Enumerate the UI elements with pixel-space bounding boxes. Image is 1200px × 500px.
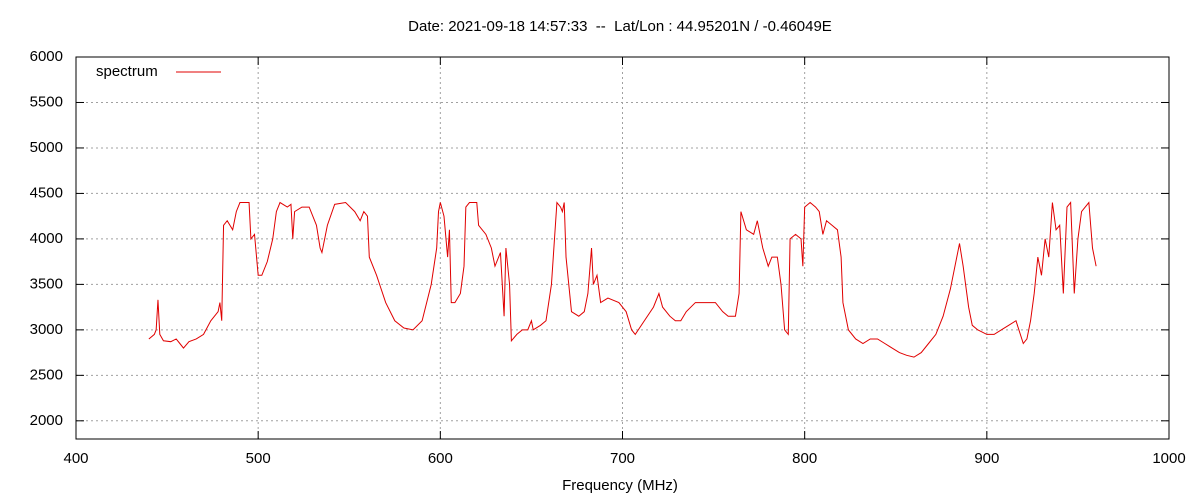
x-tick-label: 600 — [428, 450, 453, 467]
y-tick-label: 4500 — [30, 184, 63, 201]
y-tick-label: 4000 — [30, 230, 63, 247]
x-axis-label: Frequency (MHz) — [562, 477, 678, 494]
y-tick-label: 3500 — [30, 275, 63, 292]
x-tick-label: 1000 — [1152, 450, 1185, 467]
line-series — [148, 201, 1097, 358]
chart-title: Date: 2021-09-18 14:57:33 -- Lat/Lon : 4… — [408, 18, 832, 35]
y-tick-label: 6000 — [30, 48, 63, 65]
y-tick-label: 2500 — [30, 366, 63, 383]
x-tick-label: 700 — [610, 450, 635, 467]
x-tick-label: 400 — [63, 450, 88, 467]
y-tick-label: 2000 — [30, 412, 63, 429]
plot-border — [75, 56, 1170, 440]
legend-label: spectrum — [96, 63, 158, 80]
y-tick-label: 5500 — [30, 93, 63, 110]
x-tick-label: 500 — [246, 450, 271, 467]
x-tick-label: 900 — [974, 450, 999, 467]
y-tick-label: 3000 — [30, 321, 63, 338]
x-tick-label: 800 — [792, 450, 817, 467]
y-tick-label: 5000 — [30, 139, 63, 156]
